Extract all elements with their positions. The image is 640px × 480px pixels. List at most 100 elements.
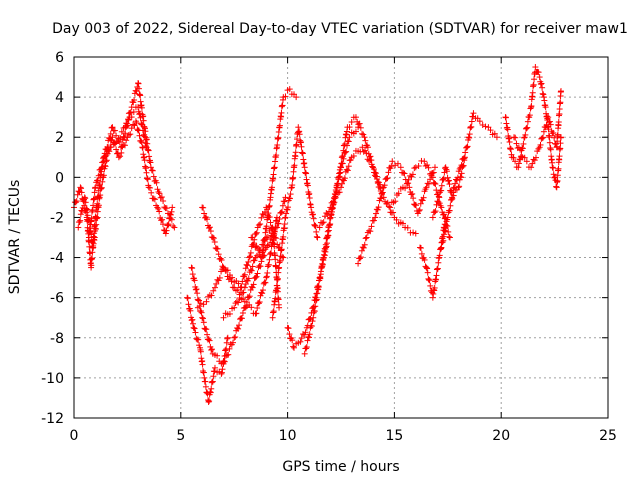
data-point (158, 217, 165, 224)
data-point (184, 294, 191, 301)
data-point (400, 169, 407, 176)
data-point (446, 181, 453, 188)
data-point (415, 207, 422, 214)
data-point (282, 93, 289, 100)
data-point (203, 326, 210, 333)
data-point (526, 112, 533, 119)
data-point (156, 208, 163, 215)
data-point (138, 104, 145, 111)
data-point (85, 234, 92, 241)
data-point (202, 378, 209, 385)
data-point (345, 138, 352, 145)
data-point (207, 389, 214, 396)
data-point (274, 142, 281, 149)
data-point (443, 168, 450, 175)
data-point (79, 204, 86, 211)
data-point (109, 134, 116, 141)
data-point (547, 146, 554, 153)
data-point (258, 254, 265, 261)
data-point (317, 275, 324, 282)
data-point (360, 244, 367, 251)
data-point (342, 134, 349, 141)
data-point (528, 164, 535, 171)
data-point (168, 208, 175, 215)
data-point (438, 187, 445, 194)
data-point (160, 197, 167, 204)
data-point (364, 144, 371, 151)
data-point (206, 337, 213, 344)
data-point (558, 88, 565, 95)
data-point (341, 141, 348, 148)
data-point (138, 120, 145, 127)
data-point (153, 179, 160, 186)
data-point (539, 90, 546, 97)
data-point (275, 220, 282, 227)
series-arc-20 (511, 88, 565, 171)
data-point (250, 281, 257, 288)
data-point (106, 135, 113, 142)
data-point (192, 286, 199, 293)
data-point (223, 339, 230, 346)
data-point (104, 143, 111, 150)
data-point (553, 143, 560, 150)
data-point (271, 164, 278, 171)
data-point (512, 158, 519, 165)
data-point (249, 234, 256, 241)
data-point (103, 146, 110, 153)
data-point (323, 240, 330, 247)
data-point (154, 204, 161, 211)
data-point (239, 310, 246, 317)
data-point (332, 194, 339, 201)
data-point (531, 157, 538, 164)
data-point (88, 215, 95, 222)
data-point (556, 106, 563, 113)
data-point (546, 134, 553, 141)
data-point (468, 123, 475, 130)
axis-ticks: 0 5 10 15 20 25 -12 -10 -8 -6 -4 -2 0 2 4 6 (41, 50, 617, 444)
data-point (491, 130, 498, 137)
data-point (361, 241, 368, 248)
data-point (255, 300, 262, 307)
data-point (191, 277, 198, 284)
data-point (254, 304, 261, 311)
data-point (372, 214, 379, 221)
data-point (424, 269, 431, 276)
data-point (554, 177, 561, 184)
data-point (215, 251, 222, 258)
data-point (556, 153, 563, 160)
data-point (280, 233, 287, 240)
data-point (518, 153, 525, 160)
data-point (466, 134, 473, 141)
data-point (338, 160, 345, 167)
data-point (221, 266, 228, 273)
data-point (260, 242, 267, 249)
data-point (263, 274, 270, 281)
data-point (392, 162, 399, 169)
data-point (133, 119, 140, 126)
data-point (269, 224, 276, 231)
data-point (298, 335, 305, 342)
data-point (381, 182, 388, 189)
data-point (202, 383, 209, 390)
data-point (77, 184, 84, 191)
data-point (91, 234, 98, 241)
data-point (258, 258, 265, 265)
data-point (253, 273, 260, 280)
data-point (210, 373, 217, 380)
data-point (95, 202, 102, 209)
y-axis-label: SDTVAR / TECUs (7, 180, 23, 295)
data-point (387, 204, 394, 211)
data-point (139, 121, 146, 128)
data-point (276, 264, 283, 271)
data-point (555, 119, 562, 126)
data-point (479, 121, 486, 128)
data-point (193, 286, 200, 293)
x-tick-label: 5 (176, 428, 185, 444)
data-point (167, 211, 174, 218)
data-point (323, 235, 330, 242)
data-point (355, 121, 362, 128)
data-point (157, 194, 164, 201)
data-point (189, 271, 196, 278)
data-point (409, 171, 416, 178)
